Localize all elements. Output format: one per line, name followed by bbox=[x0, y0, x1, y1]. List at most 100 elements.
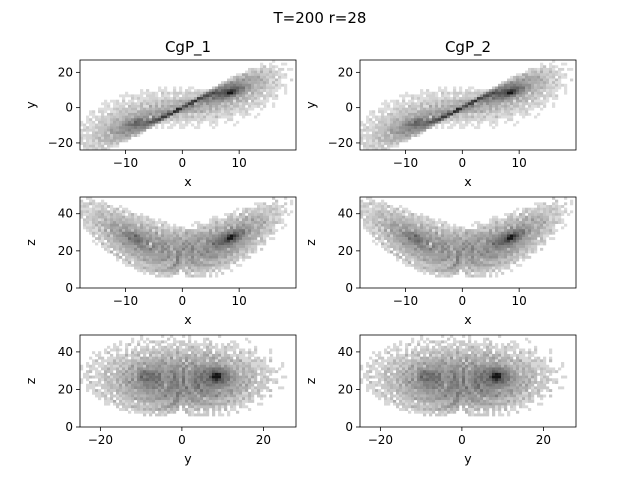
density-cell bbox=[128, 239, 132, 243]
density-cell bbox=[399, 229, 403, 232]
density-cell bbox=[161, 115, 165, 119]
density-cell bbox=[360, 205, 364, 208]
density-cell bbox=[564, 197, 568, 200]
density-cell bbox=[116, 245, 120, 249]
density-cell bbox=[149, 247, 153, 251]
density-cell bbox=[137, 356, 141, 360]
density-cell bbox=[528, 105, 532, 108]
density-cell bbox=[459, 110, 463, 114]
density-cell bbox=[381, 107, 385, 111]
density-cell bbox=[182, 231, 186, 235]
density-cell bbox=[164, 356, 168, 360]
density-cell bbox=[203, 239, 207, 243]
density-cell bbox=[95, 139, 99, 143]
density-cell bbox=[408, 128, 412, 132]
density-cell bbox=[525, 223, 529, 227]
density-cell bbox=[155, 263, 159, 267]
density-cell bbox=[137, 115, 141, 119]
density-cell bbox=[281, 362, 285, 365]
density-cell bbox=[483, 263, 487, 267]
density-cell bbox=[224, 94, 228, 98]
density-cell bbox=[245, 81, 249, 85]
density-cell bbox=[248, 367, 252, 371]
density-cell bbox=[152, 269, 156, 273]
density-cell bbox=[525, 239, 529, 243]
density-cell bbox=[242, 359, 246, 363]
density-cell bbox=[414, 245, 418, 249]
density-cell bbox=[80, 142, 84, 145]
density-cell bbox=[411, 242, 415, 246]
density-cell bbox=[540, 234, 544, 238]
density-cell bbox=[254, 213, 258, 216]
density-cell bbox=[104, 131, 108, 135]
density-cell bbox=[164, 221, 168, 224]
density-cell bbox=[275, 215, 279, 219]
density-cell bbox=[107, 205, 111, 208]
density-cell bbox=[236, 218, 240, 222]
density-cell bbox=[179, 255, 183, 259]
density-cell bbox=[140, 102, 144, 106]
density-cell bbox=[501, 229, 505, 232]
density-cell bbox=[185, 118, 189, 122]
density-cell bbox=[116, 348, 120, 352]
density-cell bbox=[396, 253, 400, 257]
density-cell bbox=[498, 255, 502, 259]
density-cell bbox=[143, 115, 147, 119]
density-cell bbox=[281, 218, 285, 222]
density-cell bbox=[197, 97, 201, 100]
y-axis-label: z bbox=[23, 239, 38, 246]
density-cell bbox=[215, 94, 219, 98]
density-cell bbox=[125, 231, 129, 235]
density-cell bbox=[483, 115, 487, 119]
density-cell bbox=[432, 271, 436, 275]
density-cell bbox=[125, 258, 129, 262]
density-cell bbox=[245, 226, 249, 230]
figure-suptitle: T=200 r=28 bbox=[273, 9, 367, 27]
density-cell bbox=[387, 234, 391, 238]
density-cell bbox=[248, 229, 252, 232]
density-cell bbox=[113, 253, 117, 257]
density-cell bbox=[191, 102, 195, 106]
density-cell bbox=[131, 255, 135, 259]
density-cell bbox=[492, 107, 496, 111]
density-cell bbox=[290, 78, 294, 82]
density-cell bbox=[366, 147, 370, 150]
density-cell bbox=[263, 207, 267, 211]
density-cell bbox=[212, 239, 216, 243]
density-cell bbox=[242, 247, 246, 251]
density-cell bbox=[161, 269, 165, 273]
density-cell bbox=[393, 226, 397, 230]
density-cell bbox=[531, 215, 535, 219]
density-cell bbox=[107, 215, 111, 219]
density-cell bbox=[489, 223, 493, 227]
density-cell bbox=[543, 223, 547, 227]
density-cell bbox=[429, 221, 433, 224]
density-cell bbox=[92, 351, 96, 355]
density-cell bbox=[167, 359, 171, 363]
density-cell bbox=[453, 89, 457, 92]
density-cell bbox=[173, 359, 177, 363]
density-cell bbox=[465, 242, 469, 246]
density-cell bbox=[426, 115, 430, 119]
density-cell bbox=[540, 81, 544, 85]
density-cell bbox=[176, 107, 180, 111]
density-cell bbox=[480, 263, 484, 267]
density-cell bbox=[399, 110, 403, 114]
density-cell bbox=[167, 102, 171, 106]
density-cell bbox=[561, 205, 565, 208]
density-cell bbox=[411, 120, 415, 124]
density-cell bbox=[269, 89, 273, 92]
density-cell bbox=[239, 362, 243, 365]
density-cell bbox=[444, 102, 448, 106]
density-cell bbox=[423, 126, 427, 130]
density-cell bbox=[140, 367, 144, 371]
density-cell bbox=[98, 370, 102, 374]
density-cell bbox=[543, 205, 547, 208]
density-cell bbox=[146, 364, 150, 368]
density-cell bbox=[134, 266, 138, 270]
density-cell bbox=[480, 118, 484, 122]
density-cell bbox=[89, 215, 93, 219]
density-cell bbox=[489, 258, 493, 262]
density-cell bbox=[140, 242, 144, 246]
